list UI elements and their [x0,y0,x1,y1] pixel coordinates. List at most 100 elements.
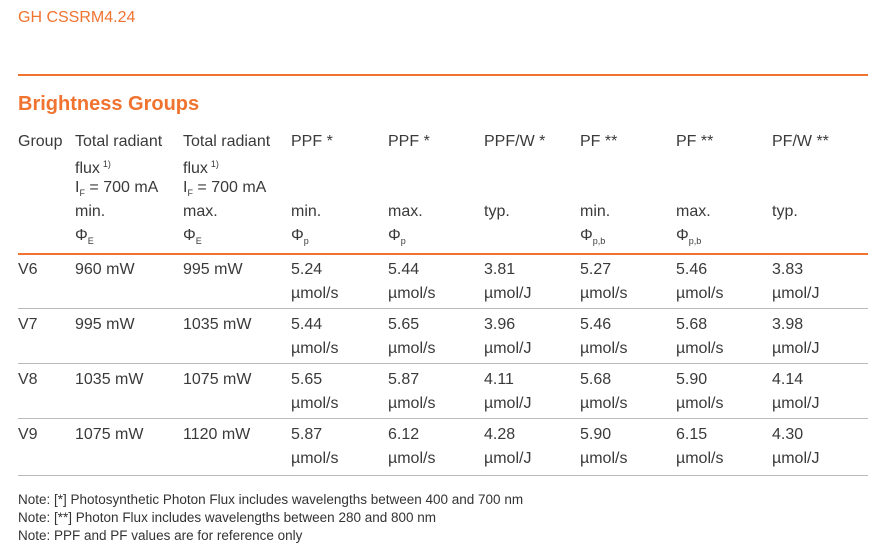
footnote-ref: 1) [102,159,111,169]
column-name: PF ** [676,133,714,150]
unit: µmol/J [484,340,532,357]
column-name: Total radiant flux [75,133,163,177]
symbol: I [183,179,188,196]
unit: µmol/s [676,340,724,357]
symbol-cell: Φp [388,224,478,253]
subscript: p [400,236,406,246]
symbol-cell: ΦE [183,224,285,253]
unit: µmol/s [580,395,628,412]
value: 1120 mW [183,426,251,443]
subscript: F [187,188,193,198]
unit: µmol/J [772,450,820,467]
symbol: Φ [580,227,593,244]
row-separator [18,308,868,309]
symbol: Φ [676,227,689,244]
symbol: I [75,179,80,196]
subscript: E [87,236,94,246]
value: 5.87 [291,426,323,443]
condition: IF = 700 mA [75,176,177,205]
group: V6 [18,261,38,278]
column-header: PF/W ** [772,130,864,153]
value: 3.83 [772,261,804,278]
symbol: Φ [388,227,401,244]
column-header: PF ** [580,130,670,153]
subscript: p [303,236,309,246]
stat: max. [676,203,711,220]
unit: µmol/s [580,450,628,467]
row-separator [18,363,868,364]
unit: µmol/s [580,285,628,302]
stat: max. [183,203,218,220]
value: 5.68 [580,371,612,388]
unit: µmol/s [676,285,724,302]
column-header: PPF/W * [484,130,574,153]
unit: µmol/J [772,285,820,302]
stat: min. [580,203,611,220]
subscript: p,b [688,236,702,246]
value: 5.65 [388,316,420,333]
condition-text: = 700 mA [89,179,159,196]
group: V8 [18,371,38,388]
unit: µmol/s [388,395,436,412]
unit: µmol/s [388,285,436,302]
column-name: Total radiant flux [183,133,271,177]
note: Note: [**] Photon Flux includes waveleng… [18,510,437,525]
value: 5.68 [676,316,708,333]
column-header: Total radiant flux 1) [75,130,177,180]
stat: max. [388,203,423,220]
stat: min. [291,203,322,220]
subscript: E [195,236,202,246]
value: 5.24 [291,261,323,278]
symbol: Φ [183,227,196,244]
unit: µmol/s [676,450,724,467]
header-rule [18,253,868,255]
column-header: Group [18,130,69,153]
unit: µmol/s [291,395,339,412]
column-name: PF ** [580,133,618,150]
value: 995 mW [183,261,243,278]
unit: µmol/J [772,340,820,357]
value: 1035 mW [75,371,144,388]
value: 5.44 [388,261,420,278]
value: 6.12 [388,426,420,443]
condition: IF = 700 mA [183,176,285,205]
column-header: Total radiant flux 1) [183,130,285,180]
value: 4.30 [772,426,804,443]
condition-text: = 700 mA [197,179,267,196]
stat: typ. [772,203,798,220]
value: 3.96 [484,316,516,333]
column-header: PF ** [676,130,766,153]
stat: min. [75,203,106,220]
row-separator [18,418,868,419]
value: 1075 mW [75,426,144,443]
value: 5.44 [291,316,323,333]
value: 1075 mW [183,371,252,388]
unit: µmol/s [291,340,339,357]
value: 5.87 [388,371,420,388]
column-name: PPF * [388,133,430,150]
value: 3.98 [772,316,804,333]
value: 5.46 [580,316,612,333]
symbol: Φ [75,227,88,244]
symbol-cell: Φp,b [676,224,766,253]
column-header: PPF * [291,130,382,153]
value: 4.28 [484,426,516,443]
group: V7 [18,316,38,333]
rule [18,74,868,76]
subscript: F [79,188,85,198]
document-title: GH CSSRM4.24 [18,9,136,26]
unit: µmol/s [291,450,339,467]
row-separator [18,475,868,476]
value: 995 mW [75,316,135,333]
unit: µmol/J [772,395,820,412]
value: 4.14 [772,371,804,388]
value: 5.90 [580,426,612,443]
value: 5.65 [291,371,323,388]
symbol-cell: Φp [291,224,382,253]
unit: µmol/J [484,395,532,412]
footnote-ref: 1) [210,159,219,169]
note: Note: PPF and PF values are for referenc… [18,528,303,543]
unit: µmol/J [484,450,532,467]
stat: typ. [484,203,510,220]
